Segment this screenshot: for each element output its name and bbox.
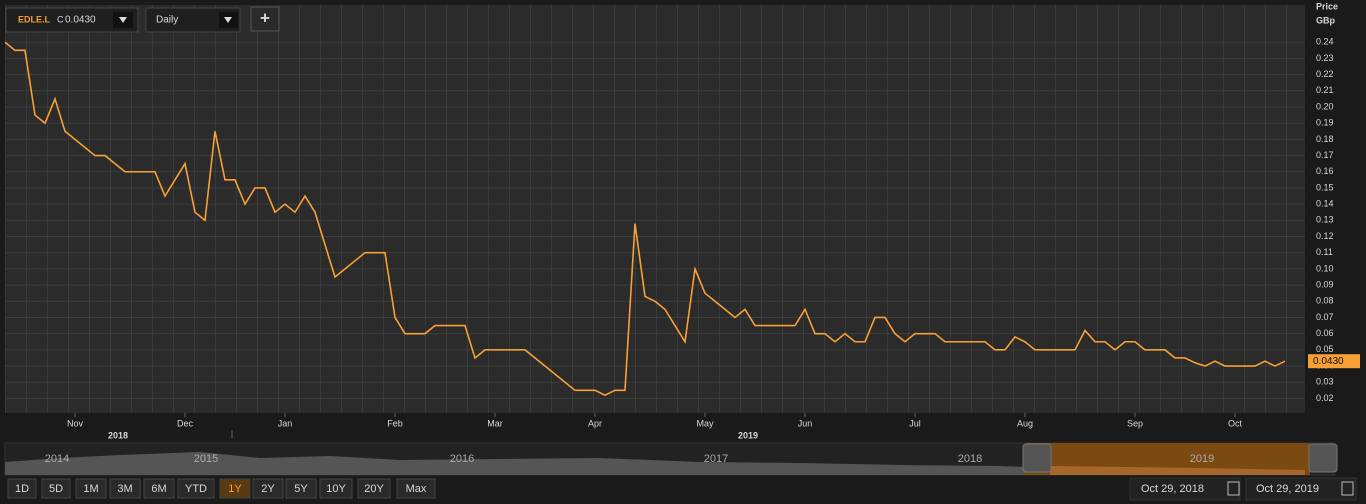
range-button-label: 20Y [364, 483, 384, 495]
range-button[interactable] [143, 478, 175, 499]
y-tick-label: 0.22 [1316, 69, 1334, 79]
navigator-year: 2015 [194, 453, 218, 465]
y-tick-label: 0.20 [1316, 101, 1334, 111]
plot: 0.020.030.040.050.060.070.080.090.100.11… [4, 37, 1360, 440]
date-from: Oct 29, 2018 [1141, 483, 1204, 495]
y-axis-label: GBp [1316, 15, 1336, 25]
y-tick-label: 0.23 [1316, 53, 1334, 63]
y-tick-label: 0.19 [1316, 118, 1334, 128]
x-tick-label: Nov [67, 418, 84, 428]
price-line [4, 41, 1286, 397]
y-tick-label: 0.10 [1316, 263, 1334, 273]
y-tick-label: 0.06 [1316, 328, 1334, 338]
range-button[interactable] [109, 478, 141, 499]
symbol: EDLE.L [18, 14, 51, 24]
add-button[interactable] [250, 6, 280, 32]
dropdown-arrow [224, 17, 232, 23]
y-tick-label: 0.03 [1316, 377, 1334, 387]
y-tick-label: 0.02 [1316, 393, 1334, 403]
range-button-label: 10Y [326, 483, 346, 495]
range-button[interactable] [252, 478, 284, 499]
navigator-history [5, 452, 1025, 475]
x-tick-label: May [696, 418, 714, 428]
x-tick-label: Jan [278, 418, 293, 428]
y-tick-label: 0.08 [1316, 296, 1334, 306]
x-tick-label: Jun [798, 418, 813, 428]
x-tick-label: Mar [487, 418, 503, 428]
range-button-label: 5D [49, 483, 63, 495]
navigator-handle-left[interactable] [1022, 443, 1052, 473]
y-tick-label: 0.16 [1316, 166, 1334, 176]
y-tick-label: 0.21 [1316, 85, 1334, 95]
range-button-label: YTD [185, 483, 207, 495]
range-button-label: 1Y [228, 483, 242, 495]
range-button[interactable] [357, 478, 391, 499]
interval: Daily [156, 15, 178, 26]
y-tick-label: 0.09 [1316, 279, 1334, 289]
y-tick-label: 0.15 [1316, 182, 1334, 192]
add-icon: + [260, 8, 270, 27]
close-value: 0.0430 [65, 15, 96, 26]
range-button[interactable] [75, 478, 107, 499]
navigator-year: 2014 [45, 453, 69, 465]
x-tick-label: Jul [909, 418, 921, 428]
y-tick-label: 0.05 [1316, 344, 1334, 354]
y-tick-label: 0.13 [1316, 215, 1334, 225]
date-to-box[interactable] [1245, 477, 1357, 501]
range-button-label: 5Y [294, 483, 308, 495]
navigator-year: 2016 [450, 453, 474, 465]
range-button[interactable] [219, 478, 251, 499]
x-tick-label: Feb [387, 418, 403, 428]
year-label: 2018 [108, 430, 128, 440]
last-price-label: 0.0430 [1313, 356, 1344, 367]
range-button[interactable] [7, 478, 37, 499]
vertical-grid [5, 5, 1305, 413]
close-prefix: C [57, 14, 64, 24]
range-button[interactable] [319, 478, 353, 499]
x-tick-label: Apr [588, 418, 602, 428]
date-from-box[interactable] [1129, 477, 1241, 501]
calendar-icon[interactable] [1341, 481, 1354, 496]
navigator-year: 2017 [704, 453, 728, 465]
range-button-label: 1D [15, 483, 29, 495]
range-button-label: 3M [117, 483, 132, 495]
navigator-selection-history [1050, 466, 1305, 475]
range-buttons: 1D 5D 1M 3M 6M YTD 1Y 2Y 5Y 10Y 20Y Max [7, 478, 436, 499]
x-tick-label: Sep [1127, 418, 1143, 428]
x-tick-label: Dec [177, 418, 194, 428]
y-tick-label: 0.14 [1316, 199, 1334, 209]
range-button-label: 6M [151, 483, 166, 495]
navigator-year: 2018 [958, 453, 982, 465]
y-tick-label: 0.11 [1316, 247, 1333, 257]
navigator-labels: 2014 2015 2016 2017 2018 2019 [45, 453, 1214, 465]
range-button[interactable] [396, 478, 436, 499]
y-tick-label: 0.17 [1316, 150, 1334, 160]
navigator-handle-right[interactable] [1308, 443, 1338, 473]
range-button-label: 2Y [261, 483, 275, 495]
x-tick-label: Oct [1228, 418, 1243, 428]
range-button-label: 1M [83, 483, 98, 495]
range-button[interactable] [177, 478, 215, 499]
last-price-tag [1308, 354, 1360, 369]
y-tick-label: 0.07 [1316, 312, 1334, 322]
y-tick-label: 0.12 [1316, 231, 1334, 241]
range-button[interactable] [41, 478, 71, 499]
range-button-label: Max [406, 483, 427, 495]
x-tick-label: Aug [1017, 418, 1033, 428]
range-button[interactable] [285, 478, 317, 499]
y-tick-label: 0.24 [1316, 37, 1334, 47]
y-tick-label: 0.18 [1316, 134, 1334, 144]
y-axis-label: Price [1316, 1, 1338, 11]
date-to: Oct 29, 2019 [1256, 483, 1319, 495]
year-label: 2019 [738, 430, 758, 440]
dropdown-arrow [119, 17, 127, 23]
calendar-icon[interactable] [1227, 481, 1240, 496]
navigator-year: 2019 [1190, 453, 1214, 465]
